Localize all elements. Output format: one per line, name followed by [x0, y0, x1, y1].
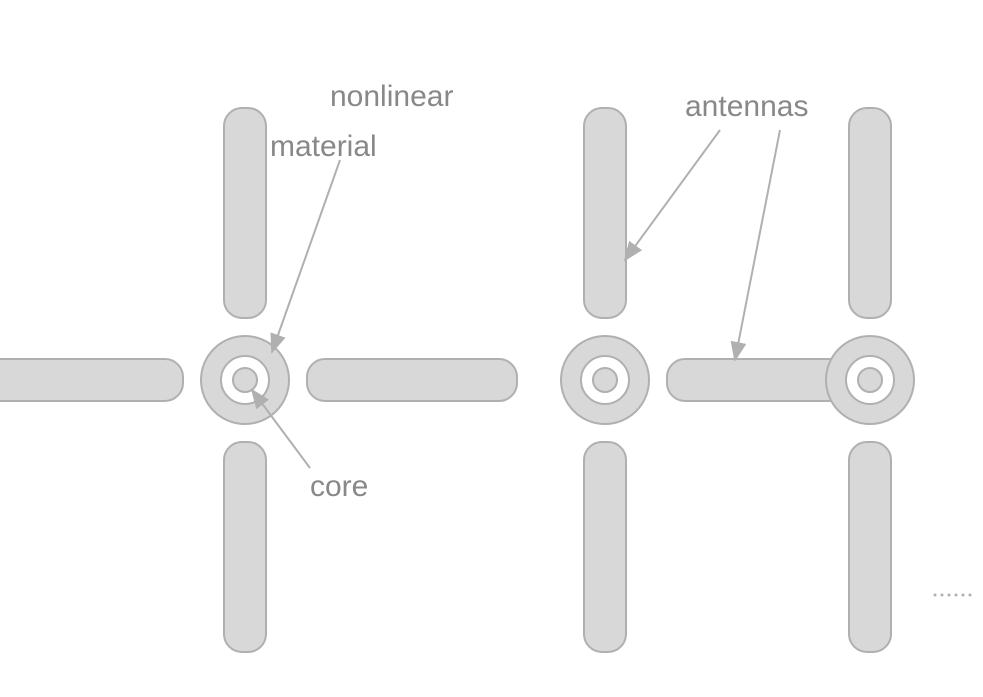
arrow-nonlinear-material — [272, 160, 340, 352]
label-core: core — [310, 470, 368, 504]
antenna-left — [0, 359, 183, 401]
node-1 — [0, 108, 517, 652]
antenna-bottom — [224, 442, 266, 652]
antenna-top — [584, 108, 626, 318]
core-dot — [593, 368, 617, 392]
arrow-antennas-1 — [625, 130, 720, 260]
arrow-antennas-2 — [735, 130, 780, 360]
node-3 — [826, 108, 914, 652]
core-dot — [233, 368, 257, 392]
antenna-bottom — [849, 442, 891, 652]
antenna-top — [849, 108, 891, 318]
diagram-canvas — [0, 0, 983, 697]
ellipsis-dot — [955, 594, 958, 597]
core-dot — [858, 368, 882, 392]
ellipsis-dot — [941, 594, 944, 597]
antenna-right — [307, 359, 517, 401]
label-antennas: antennas — [685, 90, 808, 124]
ellipsis-dot — [962, 594, 965, 597]
label-nonlinear: nonlinear — [330, 80, 453, 114]
ellipsis-dot — [948, 594, 951, 597]
antenna-top — [224, 108, 266, 318]
antenna-bottom — [584, 442, 626, 652]
ellipsis-dot — [969, 594, 972, 597]
ellipsis-dot — [934, 594, 937, 597]
label-material: material — [270, 130, 377, 164]
